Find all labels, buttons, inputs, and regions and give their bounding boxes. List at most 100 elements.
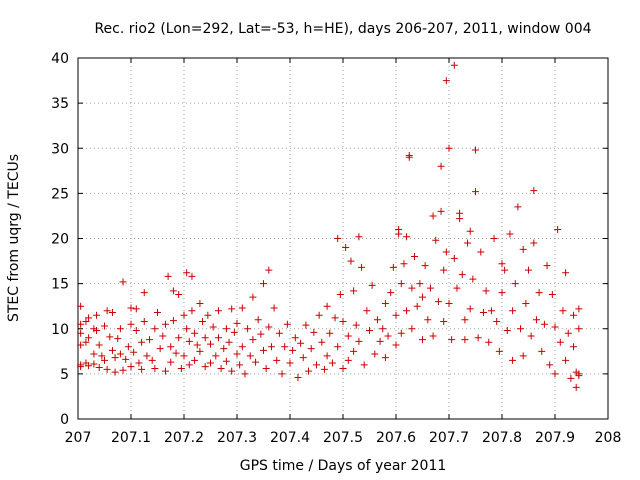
- data-point: [254, 316, 262, 324]
- data-point: [140, 289, 148, 297]
- y-axis: 0 5 10 15 20 25 30 35 40: [51, 51, 608, 428]
- data-point: [228, 305, 236, 313]
- data-point: [437, 207, 445, 215]
- data-point: [466, 305, 474, 313]
- data-point: [262, 364, 270, 372]
- data-point: [183, 269, 191, 277]
- data-point: [519, 352, 527, 360]
- data-point: [77, 329, 85, 337]
- data-point: [538, 347, 546, 355]
- data-point: [116, 325, 124, 333]
- data-point: [326, 329, 334, 337]
- data-point: [323, 352, 331, 360]
- data-point: [448, 336, 456, 344]
- data-point: [169, 287, 177, 295]
- data-point: [387, 289, 395, 297]
- data-point: [570, 311, 578, 319]
- data-point: [559, 307, 567, 315]
- data-point: [220, 345, 228, 353]
- data-point: [437, 162, 445, 170]
- x-axis: 207 207.1 207.2 207.3 207.4 207.5 207.6 207.7 20…: [65, 58, 621, 446]
- data-point: [299, 354, 307, 362]
- data-point: [140, 318, 148, 326]
- data-point: [270, 304, 278, 312]
- data-point: [143, 352, 151, 360]
- x-tick-label: 207.9: [535, 430, 575, 446]
- data-point: [347, 257, 355, 265]
- x-tick-label: 207.6: [376, 430, 416, 446]
- data-point: [148, 356, 156, 364]
- data-point: [530, 239, 538, 247]
- data-point: [238, 343, 246, 351]
- data-point: [291, 334, 299, 342]
- data-point: [503, 327, 511, 335]
- data-point: [429, 332, 437, 340]
- data-point: [225, 338, 233, 346]
- data-point: [313, 361, 320, 369]
- data-point: [85, 314, 93, 322]
- data-point: [244, 325, 252, 333]
- data-point: [397, 280, 405, 288]
- data-point: [498, 260, 506, 268]
- data-point: [138, 338, 146, 346]
- data-point: [260, 346, 267, 354]
- data-point: [265, 266, 273, 274]
- data-point: [567, 374, 575, 382]
- data-point: [352, 321, 360, 329]
- y-tick-label: 35: [51, 96, 69, 112]
- data-point: [164, 272, 172, 280]
- data-point: [236, 361, 244, 369]
- chart-title: Rec. rio2 (Lon=292, Lat=-53, h=HE), days…: [94, 21, 591, 37]
- data-point: [222, 325, 230, 333]
- data-point: [135, 359, 143, 367]
- data-point: [532, 316, 540, 324]
- data-point: [228, 367, 236, 375]
- data-point: [127, 320, 135, 328]
- data-point: [241, 370, 249, 378]
- data-point: [151, 325, 159, 333]
- data-point: [400, 260, 408, 268]
- data-point: [482, 287, 490, 295]
- data-point: [477, 248, 485, 256]
- data-point: [395, 225, 403, 233]
- data-point: [246, 352, 254, 360]
- data-point: [82, 338, 90, 346]
- y-tick-label: 0: [60, 412, 69, 428]
- data-point: [334, 235, 342, 242]
- data-point: [130, 348, 138, 356]
- data-point: [363, 307, 371, 315]
- data-point: [196, 299, 204, 307]
- data-point: [453, 284, 461, 292]
- data-point: [127, 304, 135, 312]
- data-point: [575, 305, 583, 313]
- data-point: [384, 332, 392, 340]
- data-point: [445, 144, 453, 152]
- data-point: [575, 325, 583, 333]
- data-point: [342, 244, 350, 252]
- data-point: [511, 280, 519, 288]
- data-point: [519, 245, 527, 253]
- data-point: [334, 343, 342, 351]
- y-tick-label: 30: [51, 141, 69, 157]
- data-point: [177, 364, 185, 372]
- data-point: [204, 311, 212, 319]
- data-point: [472, 146, 479, 154]
- data-point: [305, 367, 313, 375]
- data-point: [339, 318, 347, 326]
- data-point: [132, 327, 140, 335]
- data-point: [421, 262, 429, 270]
- data-point: [93, 327, 101, 335]
- y-axis-label: STEC from uqrg / TECUs: [6, 154, 22, 322]
- data-point: [167, 358, 175, 366]
- data-point: [98, 352, 106, 360]
- data-point: [95, 364, 103, 372]
- data-point: [535, 289, 543, 297]
- data-point: [522, 299, 530, 307]
- data-point: [273, 356, 281, 364]
- data-point: [93, 311, 101, 319]
- data-point: [328, 359, 336, 367]
- x-tick-label: 207.7: [429, 430, 469, 446]
- data-point: [222, 357, 230, 365]
- data-point: [487, 307, 495, 315]
- data-point: [501, 266, 509, 274]
